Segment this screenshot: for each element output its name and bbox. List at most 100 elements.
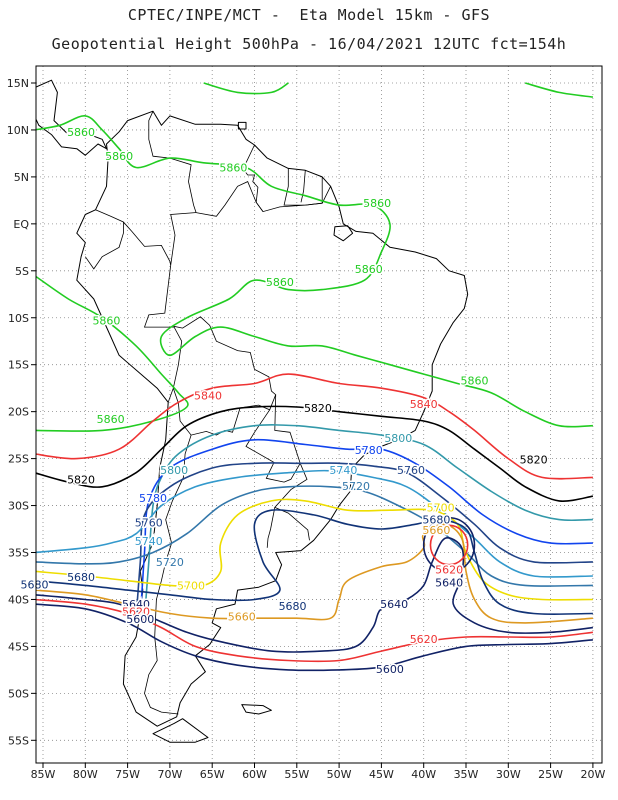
lon-tick-label: 50W bbox=[327, 768, 352, 781]
contour-label: 5640 bbox=[380, 598, 408, 611]
contour-label: 5860 bbox=[266, 276, 294, 289]
lat-tick-label: 5S bbox=[15, 265, 29, 278]
lon-tick-label: 80W bbox=[73, 768, 98, 781]
contour-label: 5680 bbox=[279, 600, 307, 613]
lat-tick-label: 10S bbox=[8, 312, 29, 325]
lat-tick-label: 40S bbox=[8, 593, 29, 606]
contour-5860 bbox=[203, 82, 289, 95]
coastline-central-america bbox=[36, 79, 107, 156]
contour-label: 5700 bbox=[427, 501, 455, 514]
coastline-tierra-del-fuego bbox=[152, 718, 209, 743]
country-border bbox=[242, 144, 264, 212]
contour-5760 bbox=[135, 462, 593, 619]
contour-label: 5860 bbox=[97, 413, 125, 426]
country-border bbox=[172, 316, 277, 436]
lat-tick-label: 35S bbox=[8, 547, 29, 560]
contour-label: 5860 bbox=[105, 150, 133, 163]
country-border bbox=[245, 409, 301, 483]
contour-5740 bbox=[36, 469, 593, 578]
coastline-south-america bbox=[76, 110, 469, 727]
contour-5660 bbox=[36, 523, 593, 624]
contour-label: 5800 bbox=[160, 464, 188, 477]
contour-5720 bbox=[36, 485, 593, 587]
country-border bbox=[196, 181, 331, 217]
axis-ticks: 85W 80W 75W 70W 65W 60W 55W 50W 45W 40W 35W 30W 25W 2… bbox=[7, 77, 606, 781]
lon-tick-label: 60W bbox=[242, 768, 267, 781]
lon-tick-label: 85W bbox=[31, 768, 56, 781]
lat-tick-label: 50S bbox=[8, 687, 29, 700]
lon-tick-label: 45W bbox=[369, 768, 394, 781]
country-border bbox=[300, 170, 306, 203]
coastline-falklands bbox=[241, 704, 272, 715]
lat-tick-label: 30S bbox=[8, 500, 29, 513]
contour-label: 5620 bbox=[435, 563, 463, 576]
contour-label: 5860 bbox=[460, 375, 488, 388]
coastlines-and-borders bbox=[36, 79, 469, 743]
lat-tick-label: 15S bbox=[8, 359, 29, 372]
country-border bbox=[283, 168, 306, 206]
contour-5860 bbox=[36, 275, 189, 432]
contour-label: 5660 bbox=[228, 610, 256, 623]
map-title-line-1: CPTEC/INPE/MCT - Eta Model 15km - GFS bbox=[127, 6, 491, 24]
lon-tick-label: 35W bbox=[454, 768, 479, 781]
contour-label: 5800 bbox=[384, 432, 412, 445]
coastline-trinidad bbox=[237, 121, 247, 130]
contour-label: 5760 bbox=[397, 464, 425, 477]
lon-tick-label: 20W bbox=[580, 768, 605, 781]
contour-5820 bbox=[36, 405, 594, 502]
map-frame bbox=[35, 65, 603, 764]
contour-label: 5760 bbox=[135, 516, 163, 529]
contour-label: 5820 bbox=[304, 402, 332, 415]
contour-label: 5640 bbox=[122, 598, 150, 611]
lat-tick-label: 25S bbox=[8, 453, 29, 466]
lat-tick-label: 5N bbox=[14, 171, 29, 184]
contour-label: 5820 bbox=[520, 454, 548, 467]
lon-tick-label: 70W bbox=[157, 768, 182, 781]
contour-label: 5680 bbox=[422, 514, 450, 527]
contour-label: 5620 bbox=[122, 606, 150, 619]
lat-tick-label: EQ bbox=[13, 218, 29, 231]
lat-tick-label: 45S bbox=[8, 640, 29, 653]
lon-tick-label: 40W bbox=[411, 768, 436, 781]
closed-low-ring-5640 bbox=[422, 516, 476, 574]
contour-5860 bbox=[524, 82, 594, 98]
contour-label: 5860 bbox=[67, 126, 95, 139]
lon-tick-label: 25W bbox=[538, 768, 563, 781]
contour-5860 bbox=[36, 115, 593, 428]
contour-label: 5860 bbox=[363, 197, 391, 210]
contour-label: 5600 bbox=[126, 613, 154, 626]
lon-tick-label: 75W bbox=[115, 768, 140, 781]
country-border bbox=[274, 394, 301, 464]
contour-5840 bbox=[36, 373, 593, 480]
contour-5620 bbox=[36, 598, 593, 663]
contour-5800 bbox=[143, 424, 593, 619]
closed-low-ring-5620 bbox=[429, 524, 469, 566]
lat-tick-label: 15N bbox=[7, 77, 29, 90]
contour-label: 5780 bbox=[139, 492, 167, 505]
country-border bbox=[143, 265, 183, 403]
contour-label: 5660 bbox=[422, 524, 450, 537]
contour-label: 5780 bbox=[355, 444, 383, 457]
lon-tick-label: 65W bbox=[200, 768, 225, 781]
contour-5600 bbox=[36, 603, 593, 672]
contour-label: 5820 bbox=[67, 473, 95, 486]
lat-tick-label: 20S bbox=[8, 406, 29, 419]
contour-label: 5640 bbox=[435, 577, 463, 590]
contour-5780 bbox=[139, 438, 593, 619]
contour-label: 5740 bbox=[135, 535, 163, 548]
country-border bbox=[95, 209, 172, 266]
contour-label: 5860 bbox=[219, 162, 247, 175]
country-border bbox=[84, 222, 124, 270]
contour-labels: 5860 5860 5860 5860 5860 5860 5860 5860 5860 5840… bbox=[19, 124, 549, 677]
contour-label: 5700 bbox=[177, 579, 205, 592]
lat-tick-label: 10N bbox=[7, 124, 29, 137]
contour-5640 bbox=[36, 537, 593, 653]
contour-label: 5680 bbox=[21, 578, 49, 591]
contour-label: 5860 bbox=[92, 315, 120, 328]
country-border bbox=[274, 463, 310, 541]
coastline-marajo bbox=[333, 225, 354, 242]
contour-label: 5680 bbox=[67, 571, 95, 584]
contour-5680 bbox=[36, 509, 593, 616]
contour-label: 5840 bbox=[194, 390, 222, 403]
